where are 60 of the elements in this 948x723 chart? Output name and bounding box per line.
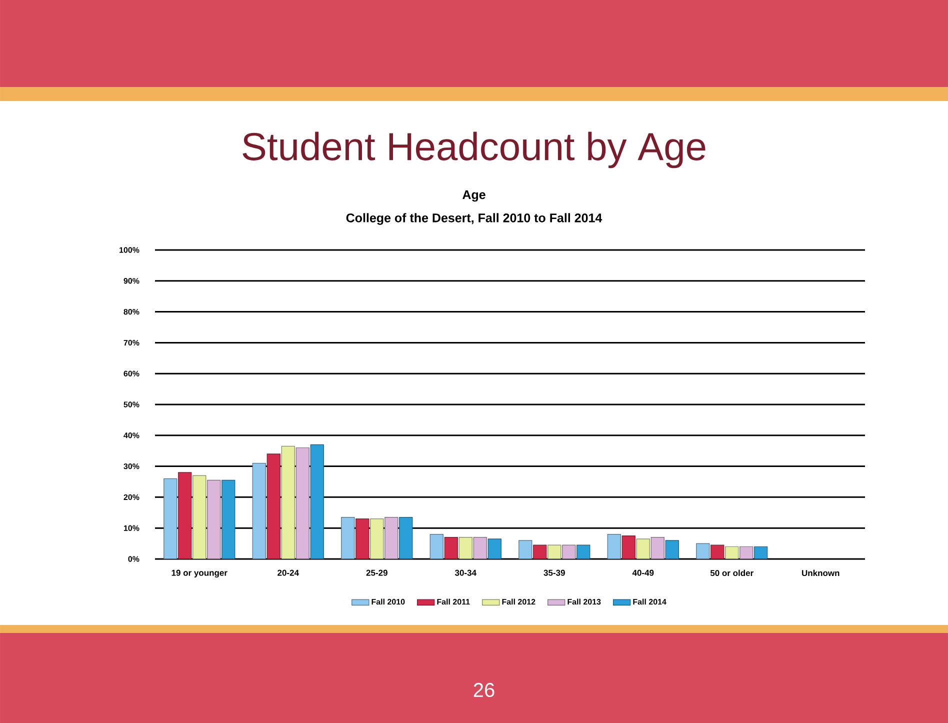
bar	[636, 538, 650, 559]
y-tick-label: 20%	[124, 494, 140, 500]
bar	[356, 518, 370, 559]
x-tick-label: 35-39	[544, 570, 565, 576]
legend-label: Fall 2014	[633, 598, 666, 605]
bar	[164, 478, 178, 559]
bar	[178, 472, 192, 559]
legend-label: Fall 2012	[502, 598, 536, 605]
bar	[562, 545, 576, 559]
bar	[576, 545, 590, 559]
bar	[310, 444, 324, 559]
bar	[696, 543, 710, 559]
bar	[222, 480, 236, 559]
bar	[473, 537, 487, 559]
bar	[430, 534, 444, 559]
legend-label: Fall 2013	[568, 598, 601, 605]
bar	[192, 475, 206, 559]
x-tick-label: 30-34	[454, 570, 476, 576]
y-tick-label: 100%	[120, 247, 140, 253]
y-tick-label: 10%	[124, 525, 140, 531]
bar	[370, 518, 384, 559]
legend-label: Fall 2010	[372, 598, 405, 605]
bar	[622, 536, 636, 559]
x-tick-label: 20-24	[278, 570, 299, 576]
bar	[488, 538, 502, 559]
y-tick-label: 40%	[124, 432, 140, 438]
y-tick-label: 0%	[128, 556, 140, 562]
bar	[384, 516, 398, 559]
x-tick-label: Unknown	[802, 570, 840, 576]
bar	[266, 454, 280, 559]
x-tick-label: 25-29	[366, 570, 388, 576]
chart-title: Student Headcount by Age	[242, 132, 706, 168]
bar	[252, 462, 266, 559]
legend-label: Fall 2011	[437, 598, 470, 605]
bar	[607, 534, 621, 559]
bar	[458, 537, 472, 559]
chart-subtitle: Age	[462, 190, 486, 202]
bar	[281, 446, 295, 559]
x-tick-label: 19 or younger	[172, 570, 228, 578]
y-tick-label: 80%	[124, 308, 140, 315]
bar	[341, 516, 355, 559]
x-tick-label: 40-49	[632, 570, 654, 576]
bar	[710, 544, 724, 559]
text: 26	[474, 682, 494, 698]
y-tick-label: 70%	[124, 340, 140, 346]
bar	[518, 540, 532, 559]
bar	[296, 447, 310, 559]
bar	[533, 545, 546, 559]
text: College of the Desert, Fall 2010 to Fall 2014	[346, 213, 602, 225]
bar	[207, 480, 221, 559]
bar	[444, 537, 458, 559]
bar	[665, 540, 679, 559]
y-tick-label: 60%	[124, 370, 140, 376]
y-tick-label: 50%	[124, 402, 140, 408]
bar	[548, 545, 561, 559]
y-tick-label: 30%	[124, 463, 140, 470]
bar	[650, 537, 664, 559]
y-tick-label: 90%	[124, 278, 140, 284]
bar	[399, 516, 413, 559]
x-tick-label: 50 or older	[710, 570, 754, 576]
